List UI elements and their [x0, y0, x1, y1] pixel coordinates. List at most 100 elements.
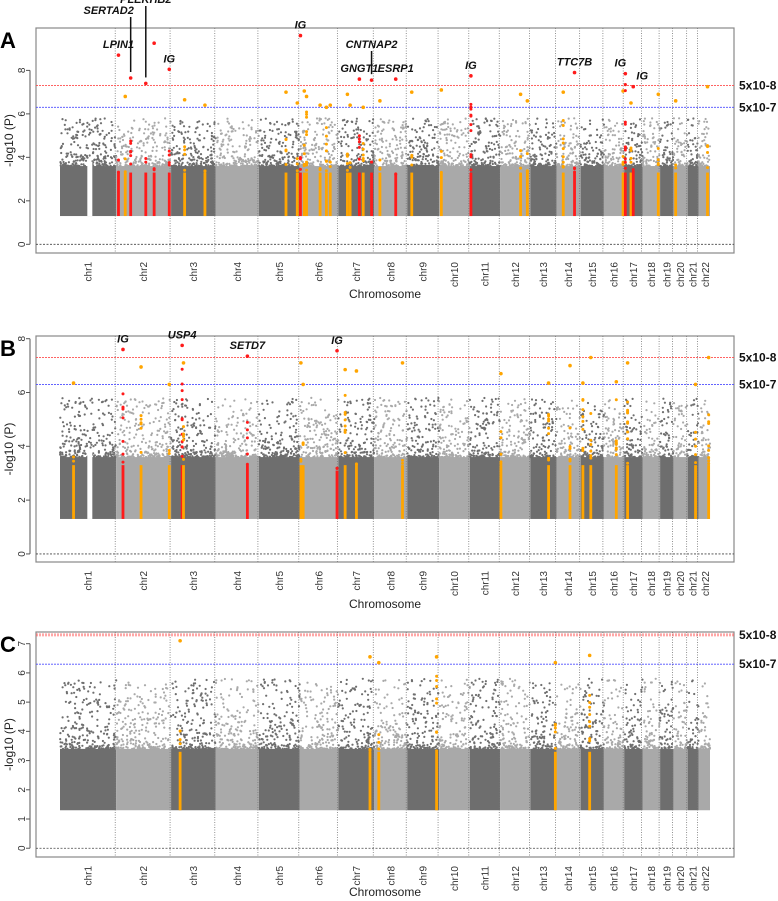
snp-point: [606, 129, 609, 132]
snp-point: [443, 158, 446, 161]
snp-point: [375, 159, 378, 162]
gene-label: ESRP1: [378, 63, 414, 75]
snp-point: [232, 161, 235, 165]
locus-point: [345, 168, 349, 172]
snp-point: [520, 448, 524, 451]
snp-point: [417, 428, 420, 431]
snp-point: [498, 419, 501, 422]
snp-point: [514, 455, 517, 458]
snp-point: [110, 161, 114, 164]
snp-point: [81, 123, 84, 126]
snp-point: [701, 161, 704, 164]
snp-point: [366, 138, 370, 141]
snp-point: [309, 437, 312, 440]
snp-point: [260, 143, 263, 146]
snp-point: [578, 436, 582, 439]
snp-point: [98, 439, 101, 442]
snp-point: [528, 421, 531, 424]
snp-point: [216, 139, 219, 142]
snp-point: [312, 403, 315, 406]
y-tick-label: 2: [17, 198, 28, 204]
snp-point: [474, 157, 477, 160]
locus-column: [295, 172, 299, 217]
snp-point: [394, 159, 398, 162]
snp-point: [220, 430, 223, 433]
snp-point: [267, 155, 270, 158]
peak-point: [673, 99, 678, 103]
snp-point: [543, 426, 547, 429]
snp-point: [164, 425, 167, 428]
snp-point: [393, 441, 396, 444]
chromosome-tick-label: chr17: [629, 262, 640, 287]
snp-point: [139, 447, 142, 450]
x-axis-label: Chromosome: [349, 287, 421, 301]
peak-point: [203, 103, 207, 107]
locus-point: [361, 147, 365, 151]
snp-point: [446, 122, 449, 125]
snp-point: [363, 455, 366, 458]
snp-point: [588, 134, 591, 137]
snp-point: [392, 120, 395, 123]
snp-point: [113, 164, 116, 167]
snp-point: [644, 141, 647, 145]
snp-point: [458, 447, 461, 450]
snp-point: [220, 143, 223, 146]
snp-point: [344, 123, 347, 127]
chromosome-band-chr13: [530, 166, 557, 217]
snp-point: [168, 416, 171, 419]
peak-point: [629, 101, 633, 105]
snp-point: [238, 127, 241, 130]
snp-point: [456, 150, 459, 153]
snp-point: [299, 405, 302, 408]
snp-point: [360, 424, 363, 427]
snp-point: [253, 455, 256, 458]
snp-point: [689, 149, 692, 152]
snp-point: [171, 131, 174, 134]
snp-point: [295, 435, 298, 438]
snp-point: [661, 134, 664, 137]
snp-point: [307, 152, 310, 155]
snp-point: [82, 130, 85, 133]
snp-point: [184, 131, 187, 134]
snp-point: [432, 164, 435, 167]
snp-point: [134, 161, 137, 164]
snp-point: [174, 419, 177, 422]
snp-point: [278, 439, 282, 442]
snp-point: [654, 150, 657, 153]
snp-point: [349, 424, 352, 427]
snp-point: [300, 154, 303, 157]
snp-point: [140, 161, 143, 164]
snp-point: [428, 164, 431, 167]
snp-point: [503, 125, 506, 128]
snp-point: [110, 398, 113, 401]
snp-point: [316, 159, 319, 162]
locus-orange: [284, 90, 288, 217]
snp-point: [330, 129, 333, 132]
snp-point: [187, 130, 190, 133]
snp-point: [374, 409, 377, 412]
snp-point: [338, 130, 341, 133]
chromosome-tick-label: chr20: [676, 262, 687, 287]
snp-point: [279, 131, 283, 134]
snp-point: [431, 426, 434, 429]
snp-point: [264, 441, 267, 444]
snp-point: [324, 422, 327, 425]
snp-point: [158, 456, 161, 459]
snp-point: [396, 438, 399, 442]
snp-point: [277, 422, 280, 425]
snp-point: [219, 152, 222, 155]
snp-point: [530, 164, 533, 167]
locus-point: [629, 160, 633, 164]
snp-point: [347, 447, 351, 450]
locus-column: [621, 172, 625, 217]
snp-point: [513, 414, 516, 417]
snp-point: [302, 129, 305, 132]
locus-point: [706, 145, 710, 149]
snp-point: [441, 122, 444, 125]
peak-point: [348, 103, 352, 107]
snp-point: [228, 122, 231, 125]
snp-point: [377, 438, 380, 442]
snp-point: [431, 447, 434, 450]
snp-point: [280, 145, 283, 148]
snp-point: [346, 160, 349, 163]
